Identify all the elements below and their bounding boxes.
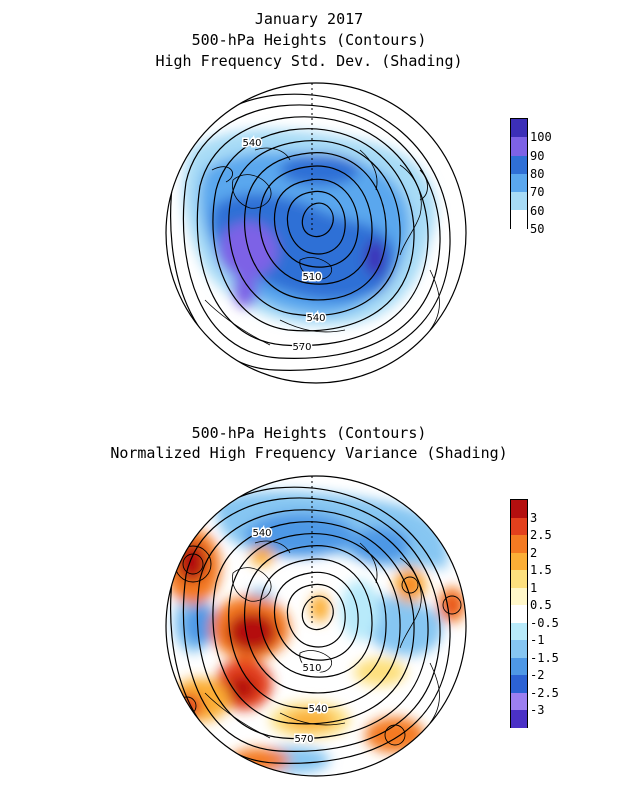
top-contour-label-540-b: 540 bbox=[306, 313, 325, 324]
top-legend-label: 80 bbox=[530, 166, 545, 181]
top-map-border bbox=[165, 82, 467, 384]
top-polar-map: 540 510 540 570 bbox=[165, 82, 467, 384]
top-title-line-2: 500-hPa Heights (Contours) bbox=[191, 31, 427, 49]
bottom-legend-label: -1.5 bbox=[530, 650, 559, 665]
bottom-legend-swatch bbox=[510, 710, 528, 728]
bottom-legend-label: 2.5 bbox=[530, 528, 552, 542]
bottom-legend-label: -1 bbox=[530, 633, 545, 647]
bottom-legend-swatch bbox=[510, 570, 528, 588]
bottom-legend-label: -3 bbox=[530, 703, 545, 717]
bottom-legend-label: 0.5 bbox=[530, 598, 552, 612]
bottom-legend-swatch bbox=[510, 499, 528, 518]
top-contour-label-510: 510 bbox=[302, 272, 321, 283]
bottom-contour-label-570: 570 bbox=[294, 734, 313, 745]
bottom-legend-swatch bbox=[510, 605, 528, 623]
top-legend-label: 60 bbox=[530, 203, 545, 218]
bottom-title-line-1: 500-hPa Heights (Contours) bbox=[191, 424, 427, 442]
top-legend-label: 70 bbox=[530, 185, 545, 200]
top-contour-label-540-a: 540 bbox=[242, 138, 261, 149]
bottom-legend-swatch bbox=[510, 675, 528, 693]
top-legend-swatch bbox=[510, 118, 528, 138]
bottom-legend-label: 1.5 bbox=[530, 563, 552, 577]
bottom-legend-swatch bbox=[510, 517, 528, 535]
top-legend-swatch bbox=[510, 137, 528, 156]
bottom-legend-label: -2.5 bbox=[530, 685, 559, 700]
top-legend-label: 90 bbox=[530, 148, 545, 163]
bottom-map-border bbox=[165, 475, 467, 777]
top-colorbar-legend: 100 90 80 70 60 50 bbox=[510, 118, 552, 235]
top-legend-swatch bbox=[510, 210, 528, 229]
bottom-contour-label-540-b: 540 bbox=[308, 704, 327, 715]
bottom-legend-swatch bbox=[510, 622, 528, 640]
top-legend-swatch bbox=[510, 192, 528, 211]
top-title-line-1: January 2017 bbox=[254, 10, 364, 28]
bottom-legend-label: 3 bbox=[530, 510, 538, 525]
bottom-legend-label: 2 bbox=[530, 545, 538, 560]
bottom-contour-label-510: 510 bbox=[302, 663, 321, 674]
top-legend-swatch bbox=[510, 173, 528, 193]
top-title-line-3: High Frequency Std. Dev. (Shading) bbox=[155, 52, 463, 70]
top-contour-label-570: 570 bbox=[292, 342, 311, 353]
bottom-legend-swatch bbox=[510, 692, 528, 710]
bottom-legend-swatch bbox=[510, 657, 528, 675]
top-legend-label: 50 bbox=[530, 221, 545, 236]
bottom-title-line-2: Normalized High Frequency Variance (Shad… bbox=[110, 444, 508, 462]
top-legend-label: 100 bbox=[530, 130, 552, 145]
bottom-legend-label: 1 bbox=[530, 580, 538, 595]
bottom-legend-swatch bbox=[510, 535, 528, 553]
bottom-colorbar-legend: 3 2.5 2 1.5 1 0.5 -0.5 -1 -1.5 -2 -2.5 -3 bbox=[510, 499, 559, 728]
bottom-legend-label: -0.5 bbox=[530, 615, 559, 630]
bottom-legend-swatch bbox=[510, 587, 528, 605]
bottom-polar-map: 540 510 540 570 bbox=[165, 475, 467, 777]
bottom-legend-label: -2 bbox=[530, 668, 545, 682]
bottom-shading: 540 510 540 570 bbox=[166, 476, 466, 774]
bottom-legend-swatch bbox=[510, 640, 528, 658]
top-legend-swatch bbox=[510, 155, 528, 174]
bottom-contour-label-540-a: 540 bbox=[252, 528, 271, 539]
top-shading: 540 510 540 570 bbox=[170, 83, 451, 371]
bottom-legend-swatch bbox=[510, 552, 528, 570]
